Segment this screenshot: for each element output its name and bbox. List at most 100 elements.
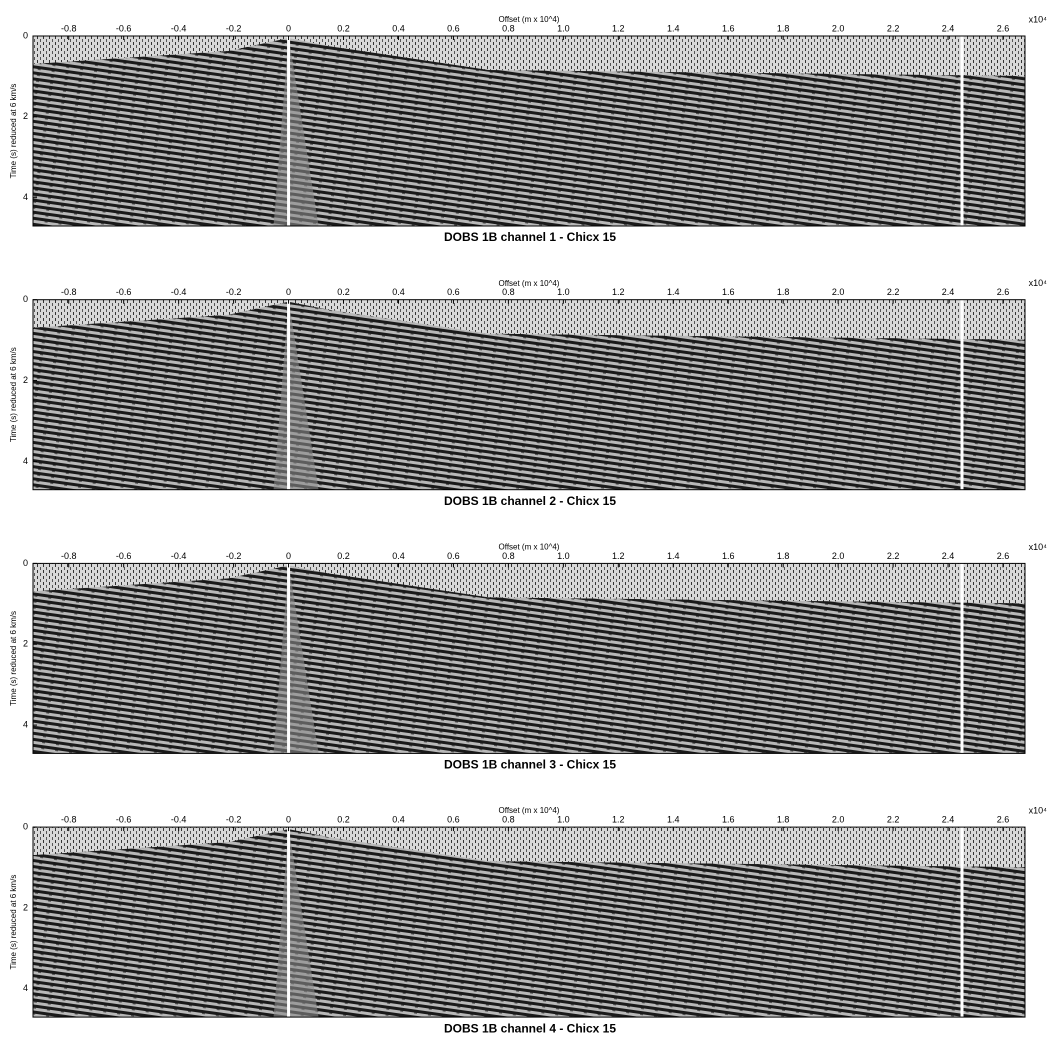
x-tick-label: 2.6 [997,23,1010,33]
x-tick-label: 2.0 [832,551,845,561]
x-tick-label: 1.4 [667,23,680,33]
x-tick-label: -0.4 [171,23,187,33]
x-tick-label: 0.4 [392,23,405,33]
x-tick-label: 0 [286,23,291,33]
page: -0.8 -0.6 -0.4 -0.2 0 0.2 0.4 0.6 0.8 1.0 1.2 1.4 1.… [0,0,1050,1038]
x-tick-label: 1.4 [667,814,680,824]
x-tick-label: -0.4 [171,814,187,824]
x-axis-label: Offset (m x 10^4) [499,15,560,24]
x-tick-label: 0.2 [337,551,350,561]
x-tick-label: 2.2 [887,551,900,561]
x-axis-label: Offset (m x 10^4) [499,279,560,288]
x-tick-label: 1.2 [612,551,625,561]
x-exponent: x10⁴ [1029,278,1048,288]
x-tick-label: 1.8 [777,287,790,297]
x-tick-label: 0.2 [337,287,350,297]
x-tick-label: -0.6 [116,551,132,561]
x-tick-label: -0.6 [116,814,132,824]
x-tick-label: -0.2 [226,551,242,561]
x-tick-label: 1.6 [722,814,735,824]
y-axis-label: Time (s) reduced at 6 km/s [9,347,18,442]
x-tick-label: 0.4 [392,551,405,561]
chart-title: DOBS 1B channel 2 - Chicx 15 [444,494,616,508]
x-tick-label: 1.6 [722,287,735,297]
x-tick-label: 0.4 [392,814,405,824]
x-tick-label: 0.2 [337,23,350,33]
x-tick-label: 0.6 [447,814,460,824]
y-tick-label: 0 [23,821,28,831]
x-tick-label: 0.6 [447,287,460,297]
x-tick-label: 2.6 [997,287,1010,297]
x-tick-label: 2.4 [942,23,955,33]
x-tick-label: -0.4 [171,287,187,297]
x-tick-label: 1.4 [667,287,680,297]
x-tick-label: 1.2 [612,287,625,297]
x-tick-label: 0.2 [337,814,350,824]
y-axis-label: Time (s) reduced at 6 km/s [9,611,18,706]
chart-title: DOBS 1B channel 1 - Chicx 15 [444,230,616,244]
y-tick-label: 4 [23,192,28,202]
x-tick-label: 2.0 [832,23,845,33]
x-tick-label: 0 [286,814,291,824]
y-tick-label: 4 [23,456,28,466]
x-tick-label: 2.2 [887,23,900,33]
x-axis-label: Offset (m x 10^4) [499,543,560,552]
x-tick-label: 2.2 [887,287,900,297]
x-tick-label: 1.0 [557,23,570,33]
x-exponent: x10⁴ [1029,805,1048,815]
x-tick-label: 1.2 [612,814,625,824]
x-tick-label: 1.0 [557,551,570,561]
y-tick-label: 4 [23,983,28,993]
x-tick-label: 1.2 [612,23,625,33]
x-tick-label: -0.8 [61,23,77,33]
y-axis-label: Time (s) reduced at 6 km/s [9,84,18,179]
x-tick-label: -0.6 [116,23,132,33]
x-tick-label: 0.6 [447,23,460,33]
x-tick-label: -0.6 [116,287,132,297]
x-tick-label: 0.8 [502,814,515,824]
x-tick-label: 1.8 [777,23,790,33]
panel: -0.8 -0.6 -0.4 -0.2 0 0.2 0.4 0.6 0.8 1.0 1.2 1.4 1.… [9,278,1047,508]
x-tick-label: -0.2 [226,23,242,33]
x-exponent: x10⁴ [1029,14,1048,24]
y-tick-label: 0 [23,30,28,40]
x-tick-label: -0.8 [61,551,77,561]
x-tick-label: 2.4 [942,814,955,824]
x-tick-label: 1.0 [557,287,570,297]
chart-title: DOBS 1B channel 3 - Chicx 15 [444,758,616,772]
x-tick-label: -0.8 [61,287,77,297]
x-tick-label: 2.4 [942,287,955,297]
x-tick-label: 2.6 [997,814,1010,824]
y-tick-label: 2 [23,111,28,121]
x-tick-label: 0.8 [502,551,515,561]
y-tick-label: 0 [23,558,28,568]
y-tick-label: 4 [23,719,28,729]
x-tick-label: 1.8 [777,814,790,824]
y-tick-label: 2 [23,902,28,912]
x-tick-label: 2.2 [887,814,900,824]
x-tick-label: -0.2 [226,287,242,297]
x-tick-label: 0.8 [502,23,515,33]
panel: -0.8 -0.6 -0.4 -0.2 0 0.2 0.4 0.6 0.8 1.0 1.2 1.4 1.… [9,14,1047,244]
y-tick-label: 2 [23,375,28,385]
chart-title: DOBS 1B channel 4 - Chicx 15 [444,1021,616,1035]
y-tick-label: 2 [23,639,28,649]
x-exponent: x10⁴ [1029,542,1048,552]
x-axis-label: Offset (m x 10^4) [499,806,560,815]
x-tick-label: 2.0 [832,814,845,824]
x-tick-label: 0 [286,287,291,297]
x-tick-label: 1.6 [722,551,735,561]
y-axis-label: Time (s) reduced at 6 km/s [9,875,18,970]
x-tick-label: 2.6 [997,551,1010,561]
x-tick-label: 0.6 [447,551,460,561]
x-tick-label: 1.6 [722,23,735,33]
y-tick-label: 0 [23,294,28,304]
x-tick-label: 0.8 [502,287,515,297]
x-tick-label: 1.8 [777,551,790,561]
x-tick-label: 1.4 [667,551,680,561]
x-tick-label: -0.2 [226,814,242,824]
x-tick-label: 0.4 [392,287,405,297]
x-tick-label: -0.8 [61,814,77,824]
